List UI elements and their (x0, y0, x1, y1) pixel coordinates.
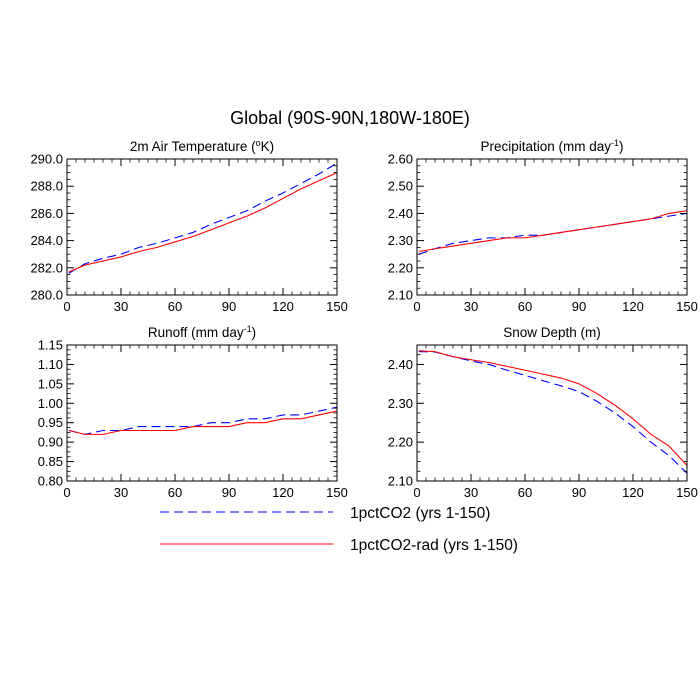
y-tick-label: 290.0 (30, 152, 63, 167)
x-tick-label: 90 (572, 299, 586, 314)
figure-title: Global (90S-90N,180W-180E) (230, 108, 470, 128)
x-tick-label: 120 (272, 299, 294, 314)
plot-frame (416, 344, 688, 482)
y-tick-label: 2.20 (388, 435, 413, 450)
x-tick-label: 150 (676, 485, 698, 500)
x-tick-label: 60 (518, 299, 532, 314)
x-tick-label: 30 (464, 485, 478, 500)
series-line-2 (418, 350, 688, 466)
y-tick-label: 286.0 (30, 206, 63, 221)
y-tick-label: 2.30 (388, 396, 413, 411)
y-tick-label: 1.15 (38, 338, 63, 353)
series-line-2 (68, 172, 338, 273)
x-tick-label: 0 (63, 485, 70, 500)
panel-title-tail: ) (619, 139, 624, 154)
x-tick-label: 0 (63, 299, 70, 314)
legend-label-series-2: 1pctCO2-rad (yrs 1-150) (350, 537, 518, 554)
y-tick-label: 1.10 (38, 357, 63, 372)
y-tick-label: 2.40 (388, 357, 413, 372)
plot-frame (66, 344, 338, 482)
x-tick-label: 0 (413, 299, 420, 314)
plot-frame (416, 158, 688, 296)
panel-title: 2m Air Temperature (oK) (130, 138, 274, 154)
chart-panel-2: Precipitation (mm day-1) 0 30 60 90 120 150 2.1… (388, 138, 698, 314)
panel-title-superscript: -1 (611, 138, 619, 148)
y-tick-label: 2.30 (388, 233, 413, 248)
y-tick-label: 282.0 (30, 260, 63, 275)
chart-panel-4: Snow Depth (m) 0 30 60 90 120 150 2.10 2.20 2.30 2… (388, 325, 698, 500)
panel-title-superscript: o (256, 138, 261, 148)
chart-panel-3: Runoff (mm day-1) 0 30 60 90 120 150 0.80 0.85 0.… (38, 324, 348, 500)
x-tick-label: 120 (272, 485, 294, 500)
panel-title-text: Runoff (mm day (148, 325, 244, 340)
x-tick-label: 60 (168, 485, 182, 500)
panel-title-tail: ) (252, 325, 257, 340)
x-tick-label: 30 (114, 299, 128, 314)
y-tick-label: 0.80 (38, 474, 63, 489)
series-line-1 (68, 406, 338, 435)
plot-frame (66, 158, 338, 296)
y-tick-label: 0.95 (38, 415, 63, 430)
x-tick-label: 60 (518, 485, 532, 500)
x-tick-label: 150 (326, 299, 348, 314)
x-tick-label: 120 (622, 299, 644, 314)
y-tick-label: 280.0 (30, 288, 63, 303)
y-tick-label: 2.50 (388, 179, 413, 194)
chart-panel-1: 2m Air Temperature (oK) 0 30 60 90 120 150 280.… (30, 138, 347, 314)
panel-title-tail: K) (261, 139, 275, 154)
y-tick-label: 1.00 (38, 396, 63, 411)
panel-title-text: Precipitation (mm day (480, 139, 611, 154)
panels-group: 2m Air Temperature (oK) 0 30 60 90 120 150 280.… (30, 138, 697, 500)
series-line-1 (68, 162, 338, 274)
panel-title-text: 2m Air Temperature ( (130, 139, 256, 154)
legend-label-series-1: 1pctCO2 (yrs 1-150) (350, 505, 490, 522)
x-tick-label: 90 (572, 485, 586, 500)
series-line-2 (68, 410, 338, 435)
x-tick-label: 30 (114, 485, 128, 500)
x-tick-label: 150 (676, 299, 698, 314)
y-tick-label: 284.0 (30, 233, 63, 248)
y-tick-label: 0.85 (38, 454, 63, 469)
legend: 1pctCO2 (yrs 1-150) 1pctCO2-rad (yrs 1-1… (160, 505, 518, 554)
y-tick-label: 2.20 (388, 260, 413, 275)
series-line-2 (418, 210, 688, 253)
panel-title: Precipitation (mm day-1) (480, 138, 623, 154)
x-tick-label: 150 (326, 485, 348, 500)
y-tick-label: 288.0 (30, 179, 63, 194)
y-tick-label: 2.60 (388, 152, 413, 167)
panel-title-text: Snow Depth (m) (503, 325, 601, 340)
x-tick-label: 90 (222, 485, 236, 500)
panel-title: Snow Depth (m) (503, 325, 601, 340)
x-tick-label: 120 (622, 485, 644, 500)
x-tick-label: 60 (168, 299, 182, 314)
y-tick-label: 0.90 (38, 435, 63, 450)
panel-title-superscript: -1 (244, 324, 252, 334)
x-tick-label: 0 (413, 485, 420, 500)
series-line-1 (418, 351, 688, 474)
panel-title: Runoff (mm day-1) (148, 324, 256, 340)
x-tick-label: 30 (464, 299, 478, 314)
y-tick-label: 2.40 (388, 206, 413, 221)
y-tick-label: 2.10 (388, 474, 413, 489)
x-tick-label: 90 (222, 299, 236, 314)
y-tick-label: 2.10 (388, 288, 413, 303)
y-tick-label: 1.05 (38, 376, 63, 391)
